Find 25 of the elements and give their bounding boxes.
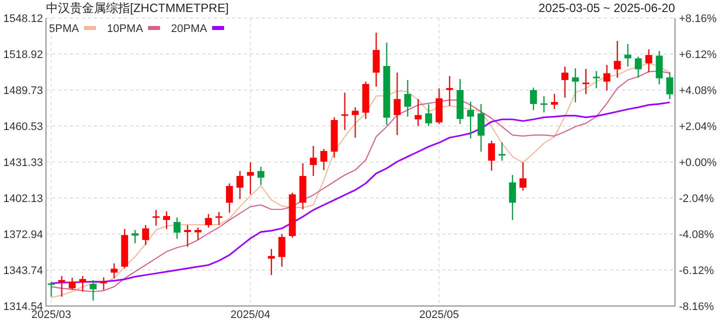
x-tick-label: 2025/04 <box>230 309 270 320</box>
chart-title: 中汉贵金属综指[ZHCTMMETPRE] <box>46 1 229 15</box>
y-tick-label: 1489.73 <box>3 84 43 97</box>
x-tick-label: 2025/05 <box>419 309 460 320</box>
y2-tick-label: -8.16% <box>679 301 714 313</box>
legend-label: 5PMA <box>49 23 80 35</box>
y2-tick-label: +8.16% <box>679 13 717 25</box>
y2-tick-label: +0.00% <box>679 157 717 169</box>
legend-label: 20PMA <box>171 23 208 35</box>
y-tick-label: 1402.13 <box>3 193 43 206</box>
y2-tick-label: +4.08% <box>679 85 717 97</box>
y-tick-label: 1372.94 <box>3 228 43 241</box>
y-tick-label: 1518.92 <box>3 49 43 62</box>
y2-tick-label: +6.12% <box>679 49 717 61</box>
y2-tick-label: +2.04% <box>679 121 717 133</box>
y-tick-label: 1343.74 <box>3 264 43 277</box>
y2-tick-label: -4.08% <box>679 229 714 241</box>
y-tick-label: 1431.33 <box>3 157 43 169</box>
x-tick-label: 2025/03 <box>31 309 72 320</box>
y2-tick-label: -6.12% <box>679 265 714 277</box>
y-tick-label: 1548.12 <box>3 13 43 25</box>
y-tick-label: 1460.53 <box>3 120 43 133</box>
chart-subtitle: 2025-03-05 ~ 2025-06-20 <box>538 1 676 15</box>
legend-label: 10PMA <box>106 23 144 35</box>
y2-tick-label: -2.04% <box>679 193 714 205</box>
